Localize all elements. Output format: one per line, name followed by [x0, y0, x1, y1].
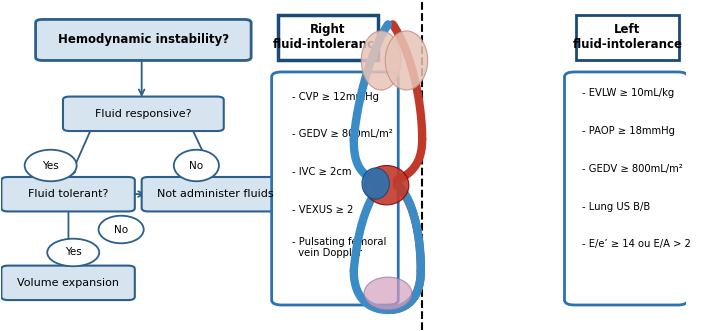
Text: Fluid responsive?: Fluid responsive? [95, 109, 192, 119]
Ellipse shape [364, 277, 412, 310]
Text: Left
fluid-intolerance: Left fluid-intolerance [572, 24, 682, 52]
FancyBboxPatch shape [272, 72, 398, 305]
Text: Volume expansion: Volume expansion [17, 278, 119, 288]
Text: - GEDV ≥ 800mL/m²: - GEDV ≥ 800mL/m² [582, 164, 682, 174]
Text: Fluid tolerant?: Fluid tolerant? [28, 189, 108, 199]
FancyBboxPatch shape [278, 15, 377, 61]
FancyBboxPatch shape [576, 15, 679, 61]
Text: - CVP ≥ 12mmHg: - CVP ≥ 12mmHg [292, 92, 379, 102]
Text: Yes: Yes [65, 248, 82, 258]
Text: Hemodynamic instability?: Hemodynamic instability? [58, 33, 229, 46]
FancyBboxPatch shape [63, 97, 224, 131]
Ellipse shape [365, 166, 409, 205]
Text: - VEXUS ≥ 2: - VEXUS ≥ 2 [292, 205, 354, 215]
Text: No: No [189, 161, 204, 170]
Text: Yes: Yes [42, 161, 59, 170]
Ellipse shape [47, 239, 99, 266]
FancyBboxPatch shape [36, 20, 251, 61]
Text: - Pulsating femoral
  vein Doppler: - Pulsating femoral vein Doppler [292, 237, 387, 259]
Ellipse shape [385, 31, 428, 90]
FancyBboxPatch shape [142, 177, 289, 212]
Text: - IVC ≥ 2cm: - IVC ≥ 2cm [292, 167, 352, 177]
Text: - PAOP ≥ 18mmHg: - PAOP ≥ 18mmHg [582, 126, 674, 136]
Text: Right
fluid-intolerance: Right fluid-intolerance [273, 24, 383, 52]
FancyBboxPatch shape [1, 177, 135, 212]
Text: - E/e’ ≥ 14 ou E/A > 2: - E/e’ ≥ 14 ou E/A > 2 [582, 239, 691, 249]
FancyBboxPatch shape [1, 265, 135, 300]
Text: Not administer fluids: Not administer fluids [157, 189, 273, 199]
Ellipse shape [362, 168, 389, 199]
FancyBboxPatch shape [565, 72, 688, 305]
Text: No: No [114, 224, 128, 234]
Text: - GEDV ≥ 800mL/m²: - GEDV ≥ 800mL/m² [292, 129, 393, 139]
Text: - EVLW ≥ 10mL/kg: - EVLW ≥ 10mL/kg [582, 88, 674, 98]
Ellipse shape [174, 150, 219, 181]
Ellipse shape [25, 150, 77, 181]
Ellipse shape [361, 31, 401, 90]
Text: - Lung US B/B: - Lung US B/B [582, 202, 650, 212]
Ellipse shape [98, 216, 144, 243]
